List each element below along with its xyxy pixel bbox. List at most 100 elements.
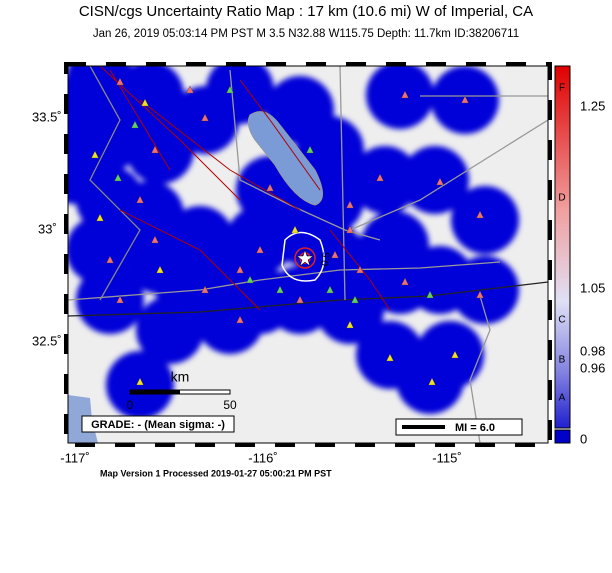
frame bbox=[64, 62, 552, 447]
station bbox=[114, 173, 122, 182]
colorbar-letter: F bbox=[559, 83, 565, 94]
station bbox=[116, 77, 124, 86]
title: CISN/cgs Uncertainty Ratio Map : 17 km (… bbox=[79, 3, 533, 20]
coverage-circle bbox=[401, 146, 469, 214]
station bbox=[401, 277, 409, 286]
fault bbox=[139, 99, 301, 211]
lake bbox=[247, 111, 323, 206]
lat-label: 33˚ bbox=[38, 221, 57, 236]
scale-end: 50 bbox=[223, 398, 237, 412]
station bbox=[451, 350, 459, 359]
station bbox=[136, 195, 144, 204]
road bbox=[68, 261, 501, 301]
fault bbox=[239, 79, 321, 191]
coverage-circle bbox=[366, 66, 434, 129]
station bbox=[236, 265, 244, 274]
scale-unit: km bbox=[171, 369, 190, 385]
station bbox=[266, 183, 274, 192]
contour-red bbox=[294, 247, 316, 269]
scale-bar-fill bbox=[130, 390, 180, 394]
station bbox=[346, 225, 354, 234]
station bbox=[331, 250, 339, 259]
road bbox=[349, 119, 548, 231]
station bbox=[351, 295, 359, 304]
station bbox=[151, 145, 159, 154]
station bbox=[428, 377, 436, 386]
grade: GRADE: - (Mean sigma: -) bbox=[91, 419, 225, 431]
coverage-circle bbox=[116, 66, 184, 129]
road bbox=[469, 295, 491, 443]
station bbox=[96, 213, 104, 222]
lon-label: -117˚ bbox=[60, 450, 89, 465]
colorbar-letter: A bbox=[559, 393, 566, 404]
station bbox=[476, 290, 484, 299]
coverage-circle bbox=[76, 266, 144, 334]
station bbox=[291, 225, 299, 234]
frame-inner bbox=[67, 65, 549, 444]
colorbar-letter: B bbox=[559, 355, 566, 366]
station bbox=[116, 295, 124, 304]
colorbar-letter: C bbox=[558, 315, 565, 326]
coverage-circle bbox=[396, 346, 464, 414]
colorbar-label: 0 bbox=[580, 431, 587, 446]
station bbox=[326, 285, 334, 294]
epicenter bbox=[296, 249, 314, 267]
lat-label: 33.5˚ bbox=[32, 109, 62, 124]
station bbox=[306, 145, 314, 154]
station bbox=[201, 113, 209, 122]
coverage-circle bbox=[206, 66, 274, 124]
coverage-circle bbox=[361, 211, 429, 279]
coverage-circle bbox=[451, 186, 519, 254]
grade-box bbox=[81, 415, 235, 433]
station bbox=[141, 98, 149, 107]
road bbox=[339, 66, 346, 301]
station bbox=[376, 173, 384, 182]
mi-box bbox=[395, 418, 523, 436]
fault bbox=[99, 66, 241, 201]
map-content: 0.5 bbox=[68, 66, 548, 443]
station bbox=[136, 377, 144, 386]
station bbox=[246, 275, 254, 284]
station bbox=[461, 95, 469, 104]
station bbox=[91, 150, 99, 159]
coverage-circle bbox=[166, 206, 234, 274]
station bbox=[346, 200, 354, 209]
subtitle: Jan 26, 2019 05:03:14 PM PST M 3.5 N32.8… bbox=[93, 28, 519, 40]
colorbar-label: 0.96 bbox=[580, 360, 605, 375]
lon-label: -116˚ bbox=[248, 450, 277, 465]
colorbar-label: 1.05 bbox=[580, 280, 605, 295]
lat-label: 32.5˚ bbox=[32, 333, 62, 348]
road bbox=[89, 66, 141, 301]
station bbox=[201, 285, 209, 294]
road bbox=[229, 69, 381, 241]
station bbox=[276, 285, 284, 294]
road bbox=[68, 281, 548, 317]
station bbox=[386, 353, 394, 362]
station bbox=[296, 295, 304, 304]
contour bbox=[281, 231, 325, 282]
mi-label: MI = 6.0 bbox=[455, 422, 495, 434]
lon-label: -115˚ bbox=[432, 450, 461, 465]
colorbar-letter: D bbox=[558, 193, 565, 204]
coverage-circle bbox=[351, 146, 419, 214]
colorbar bbox=[554, 65, 571, 429]
station bbox=[106, 255, 114, 264]
station bbox=[401, 90, 409, 99]
coverage-circle bbox=[136, 296, 204, 364]
station bbox=[256, 245, 264, 254]
station bbox=[356, 265, 364, 274]
colorbar-label: 1.25 bbox=[580, 98, 605, 113]
fault bbox=[109, 69, 171, 171]
station bbox=[436, 177, 444, 186]
contour-label: 0.5 bbox=[320, 251, 333, 267]
colorbar-low bbox=[554, 429, 571, 444]
station bbox=[186, 85, 194, 94]
station bbox=[346, 320, 354, 329]
scale-start: 0 bbox=[127, 398, 134, 412]
footer: Map Version 1 Processed 2019-01-27 05:00… bbox=[100, 468, 332, 478]
station bbox=[156, 265, 164, 274]
coverage-circle bbox=[68, 76, 109, 144]
coverage-circle bbox=[226, 266, 294, 334]
